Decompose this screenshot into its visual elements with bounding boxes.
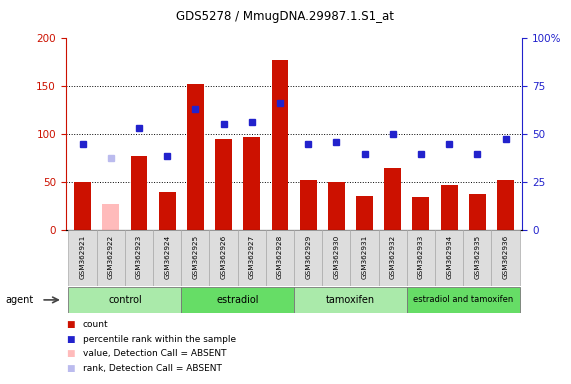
Text: GSM362934: GSM362934 (446, 235, 452, 279)
Text: GSM362925: GSM362925 (192, 235, 198, 279)
Text: GSM362929: GSM362929 (305, 235, 311, 279)
Bar (210, 230, 238, 286)
Bar (271, 60, 288, 230)
Bar (69, 230, 96, 286)
Bar (215, 139, 232, 230)
Text: GSM362932: GSM362932 (390, 235, 396, 279)
Text: control: control (108, 295, 142, 305)
Bar (187, 84, 204, 230)
Bar (181, 287, 294, 313)
Text: ■: ■ (66, 334, 74, 344)
Bar (497, 180, 514, 230)
Bar (328, 182, 345, 230)
Text: GDS5278 / MmugDNA.29987.1.S1_at: GDS5278 / MmugDNA.29987.1.S1_at (176, 10, 395, 23)
Text: GSM362933: GSM362933 (418, 235, 424, 279)
Text: GSM362927: GSM362927 (249, 235, 255, 279)
Bar (300, 180, 317, 230)
Text: GSM362926: GSM362926 (220, 235, 227, 279)
Text: GSM362922: GSM362922 (108, 235, 114, 279)
Bar (125, 230, 153, 286)
Bar (441, 185, 457, 230)
Bar (243, 137, 260, 230)
Text: value, Detection Call = ABSENT: value, Detection Call = ABSENT (83, 349, 226, 358)
Bar (181, 230, 210, 286)
Bar (159, 192, 176, 230)
Text: GSM362923: GSM362923 (136, 235, 142, 279)
Bar (294, 230, 322, 286)
Bar (463, 230, 492, 286)
Bar (469, 194, 486, 230)
Text: GSM362935: GSM362935 (475, 235, 480, 279)
Text: GSM362930: GSM362930 (333, 235, 339, 279)
Bar (356, 196, 373, 230)
Bar (384, 168, 401, 230)
Text: ■: ■ (66, 320, 74, 329)
Bar (238, 230, 266, 286)
Bar (379, 230, 407, 286)
Text: GSM362928: GSM362928 (277, 235, 283, 279)
Text: GSM362921: GSM362921 (79, 235, 86, 279)
Text: rank, Detection Call = ABSENT: rank, Detection Call = ABSENT (83, 364, 222, 373)
Bar (407, 230, 435, 286)
Bar (131, 156, 147, 230)
Text: estradiol: estradiol (216, 295, 259, 305)
Bar (69, 287, 181, 313)
Text: agent: agent (6, 295, 34, 305)
Bar (351, 230, 379, 286)
Text: tamoxifen: tamoxifen (326, 295, 375, 305)
Text: GSM362924: GSM362924 (164, 235, 170, 279)
Text: GSM362931: GSM362931 (361, 235, 368, 279)
Bar (294, 287, 407, 313)
Text: percentile rank within the sample: percentile rank within the sample (83, 334, 236, 344)
Bar (96, 230, 125, 286)
Bar (407, 287, 520, 313)
Text: estradiol and tamoxifen: estradiol and tamoxifen (413, 295, 513, 305)
Text: count: count (83, 320, 108, 329)
Bar (412, 197, 429, 230)
Text: GSM362936: GSM362936 (502, 235, 509, 279)
Bar (322, 230, 351, 286)
Text: ■: ■ (66, 349, 74, 358)
Bar (435, 230, 463, 286)
Bar (266, 230, 294, 286)
Bar (102, 204, 119, 230)
Bar (153, 230, 181, 286)
Text: ■: ■ (66, 364, 74, 373)
Bar (74, 182, 91, 230)
Bar (492, 230, 520, 286)
